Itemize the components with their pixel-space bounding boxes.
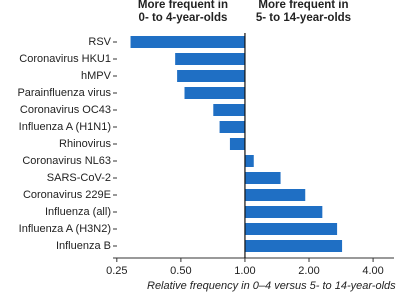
x-axis-label: Relative frequency in 0–4 versus 5- to 1… xyxy=(147,280,396,292)
x-tick-label: 0.25 xyxy=(106,265,127,277)
bar xyxy=(177,70,245,82)
y-tick-label: Influenza A (H1N1) xyxy=(19,121,111,133)
bar xyxy=(244,155,254,167)
y-tick-label: Rhinovirus xyxy=(59,138,111,150)
header-annotation: More frequent in xyxy=(258,0,348,11)
y-tick-label: Influenza (all) xyxy=(45,206,111,218)
bar xyxy=(219,121,245,133)
x-tick-label: 4.00 xyxy=(362,265,383,277)
y-tick-label: Coronavirus OC43 xyxy=(20,104,111,116)
y-tick-label: RSV xyxy=(88,36,111,48)
header-annotation: 5- to 14-year-olds xyxy=(256,12,351,24)
y-tick-label: Influenza B xyxy=(56,240,111,252)
y-tick-label: Coronavirus 229E xyxy=(23,189,111,201)
bar xyxy=(244,172,281,184)
bar xyxy=(244,240,343,252)
bar xyxy=(229,138,245,150)
y-tick-label: Parainfluenza virus xyxy=(17,87,111,99)
x-tick-label: 0.50 xyxy=(170,265,191,277)
bar xyxy=(213,104,245,116)
x-tick-label: 2.00 xyxy=(298,265,319,277)
bar xyxy=(130,36,245,48)
y-tick-label: Coronavirus NL63 xyxy=(22,155,111,167)
bar xyxy=(244,223,338,235)
y-tick-label: hMPV xyxy=(81,70,112,82)
y-tick-label: Influenza A (H3N2) xyxy=(19,223,111,235)
header-annotation: 0- to 4-year-olds xyxy=(139,12,228,24)
bar xyxy=(244,206,323,218)
bar xyxy=(184,87,245,99)
bar xyxy=(175,53,245,65)
y-tick-label: Coronavirus HKU1 xyxy=(19,53,111,65)
bar xyxy=(244,189,306,201)
x-tick-label: 1.00 xyxy=(234,265,255,277)
y-tick-label: SARS-CoV-2 xyxy=(47,172,111,184)
header-annotation: More frequent in xyxy=(138,0,228,11)
